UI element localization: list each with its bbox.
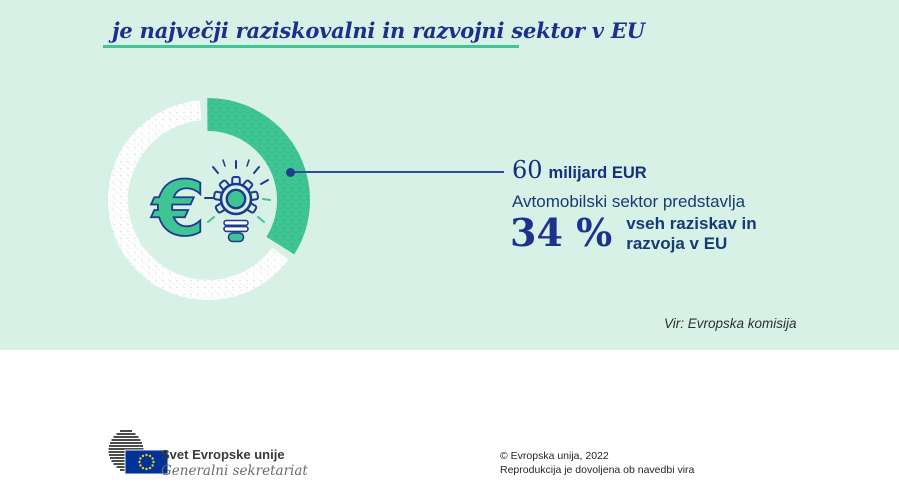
copyright-note: © Evropska unija, 2022 Reprodukcija je d… [500, 450, 694, 477]
stat-detail-line1: vseh raziskav in [626, 214, 757, 233]
stat-detail: vseh raziskav in razvoja v EU [626, 214, 756, 254]
stat-intro: Avtomobilski sektor predstavlja [512, 192, 746, 211]
copyright-line1: © Evropska unija, 2022 [500, 450, 609, 462]
idea-rays [204, 159, 271, 223]
title-underline [103, 45, 519, 48]
callout-connector-line [294, 171, 504, 173]
euro-and-idea-bulb-icon: € [150, 159, 271, 254]
euro-glyph: € [151, 164, 206, 253]
council-of-eu-logo [108, 430, 169, 475]
callout-value: 60 milijard EUR [512, 156, 647, 184]
org-subtitle: Generalni sekretariat [161, 463, 308, 479]
source-note: Vir: Evropska komisija [664, 316, 797, 331]
donut-segment-active [106, 98, 310, 302]
stat-row: 34 % vseh raziskav in razvoja v EU [510, 211, 757, 255]
donut-chart: € [106, 98, 310, 302]
callout-number: 60 [512, 156, 543, 184]
stat-percent: 34 % [510, 210, 613, 255]
page-title: je največji raziskovalni in razvojni sek… [112, 18, 645, 43]
bulb-base [223, 219, 249, 233]
donut-segment-rest [108, 100, 308, 300]
bulb-core [225, 188, 247, 210]
callout-suffix: milijard EUR [548, 164, 647, 182]
copyright-line2: Reprodukcija je dovoljena ob navedbi vir… [500, 463, 695, 476]
bulb-tip [227, 232, 245, 243]
eu-flag-icon [124, 449, 169, 475]
org-block: Svet Evropske unije Generalni sekretaria… [161, 447, 308, 479]
org-name: Svet Evropske unije [161, 447, 285, 462]
stat-detail-line2: razvoja v EU [626, 234, 728, 253]
hero-background [0, 0, 899, 350]
callout-connector-dot [286, 168, 295, 177]
